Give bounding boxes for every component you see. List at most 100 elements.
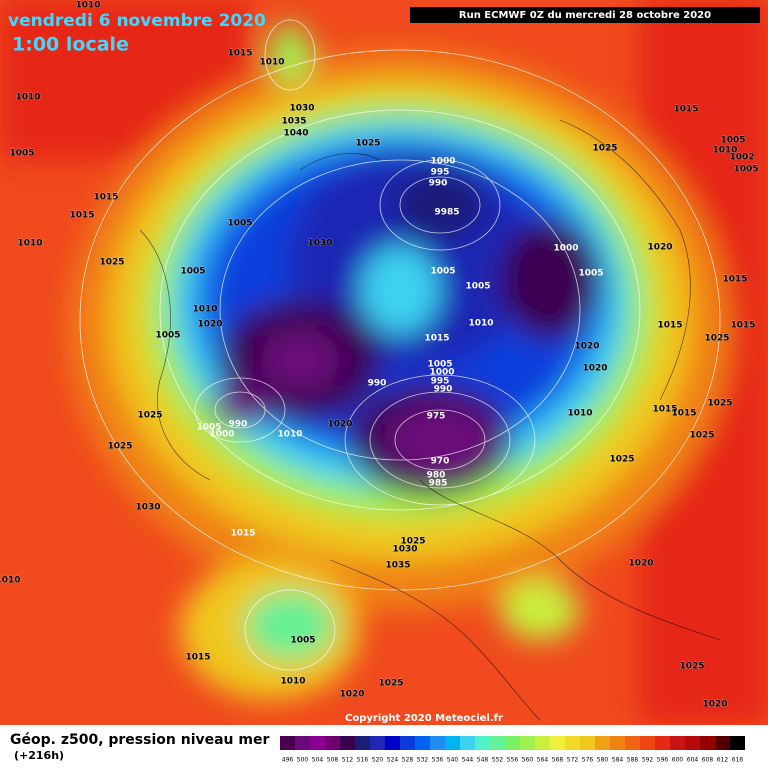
scale-label: 520 bbox=[372, 757, 384, 764]
coastlines bbox=[139, 119, 721, 721]
height-field bbox=[0, 0, 768, 725]
isobar-label: 1010 bbox=[0, 576, 21, 586]
scale-swatch bbox=[670, 736, 685, 750]
isobar-label: 1020 bbox=[628, 559, 653, 569]
isobar-label: 1020 bbox=[339, 690, 364, 700]
scale-label: 584 bbox=[612, 757, 624, 764]
scale-label: 600 bbox=[672, 757, 684, 764]
scale-label: 588 bbox=[627, 757, 639, 764]
isobar-label: 1020 bbox=[702, 700, 727, 710]
scale-swatch bbox=[415, 736, 430, 750]
scale-swatch bbox=[580, 736, 595, 750]
scale-label: 508 bbox=[327, 757, 339, 764]
footer-title: Géop. z500, pression niveau mer bbox=[10, 732, 269, 748]
isobar-label: 1015 bbox=[227, 49, 252, 59]
color-scale: 496 500 504 508 512 516 520 524 528 532 536 540 544 5… bbox=[280, 736, 745, 764]
scale-swatch bbox=[460, 736, 475, 750]
scale-swatch bbox=[325, 736, 340, 750]
scale-label: 616 bbox=[732, 757, 744, 764]
scale-swatch bbox=[640, 736, 655, 750]
isobar-label: 1020 bbox=[327, 420, 352, 430]
scale-label: 560 bbox=[522, 757, 534, 764]
scale-swatch bbox=[535, 736, 550, 750]
isobar-label: 1020 bbox=[574, 342, 599, 352]
isobar-label: 1035 bbox=[281, 117, 306, 127]
isobar-label: 1030 bbox=[307, 239, 332, 249]
scale-label: 496 bbox=[282, 757, 294, 764]
scale-label: 540 bbox=[447, 757, 459, 764]
isobar-label: 1030 bbox=[289, 104, 314, 114]
isobar-label: 975 bbox=[427, 412, 446, 422]
isobar-label: 1005 bbox=[720, 136, 745, 146]
isobar-label: 1005 bbox=[578, 269, 603, 279]
scale-label: 548 bbox=[477, 757, 489, 764]
isobar-label: 1015 bbox=[671, 409, 696, 419]
isobar-label: 1015 bbox=[673, 105, 698, 115]
isobar-label: 1010 bbox=[259, 58, 284, 68]
footer-lead: (+216h) bbox=[14, 749, 64, 762]
scale-label: 512 bbox=[342, 757, 354, 764]
scale-swatch bbox=[550, 736, 565, 750]
scale-swatch bbox=[385, 736, 400, 750]
scale-swatch bbox=[685, 736, 700, 750]
scale-label: 536 bbox=[432, 757, 444, 764]
scale-swatch bbox=[610, 736, 625, 750]
scale-swatch bbox=[445, 736, 460, 750]
scale-swatch bbox=[475, 736, 490, 750]
isobar-label: 1030 bbox=[135, 503, 160, 513]
isobar-label: 1025 bbox=[704, 334, 729, 344]
isobar-label: 970 bbox=[431, 457, 450, 467]
scale-swatch bbox=[655, 736, 670, 750]
scale-label: 608 bbox=[702, 757, 714, 764]
scale-swatch bbox=[370, 736, 385, 750]
scale-swatch bbox=[310, 736, 325, 750]
scale-label: 568 bbox=[552, 757, 564, 764]
isobar-label: 9985 bbox=[434, 208, 459, 218]
isobar-label: 1010 bbox=[567, 409, 592, 419]
scale-swatch bbox=[700, 736, 715, 750]
isobar-label: 1015 bbox=[69, 211, 94, 221]
isobar-labels: 1010 1015 1010 1010 1030 1035 1040 1005 1025 1000… bbox=[0, 0, 759, 710]
isobar-label: 1040 bbox=[283, 129, 308, 139]
isobar-label: 1035 bbox=[385, 561, 410, 571]
scale-swatch bbox=[400, 736, 415, 750]
scale-swatch bbox=[715, 736, 730, 750]
scale-label: 580 bbox=[597, 757, 609, 764]
run-info: Run ECMWF 0Z du mercredi 28 octobre 2020 bbox=[459, 10, 711, 21]
isobar-label: 1015 bbox=[230, 529, 255, 539]
isobar-label: 995 bbox=[431, 377, 450, 387]
isobar-label: 1025 bbox=[355, 139, 380, 149]
isobar-label: 1010 bbox=[712, 146, 737, 156]
isobar-label: 990 bbox=[368, 379, 387, 389]
isobar-label: 1005 bbox=[227, 219, 252, 229]
isobar-label: 1015 bbox=[730, 321, 755, 331]
isobar-label: 1015 bbox=[185, 653, 210, 663]
isobar-label: 1025 bbox=[107, 442, 132, 452]
scale-label: 516 bbox=[357, 757, 369, 764]
isobar-label: 985 bbox=[429, 479, 448, 489]
isobar-label: 980 bbox=[427, 471, 446, 481]
isobar-label: 1005 bbox=[290, 636, 315, 646]
scale-label: 500 bbox=[297, 757, 309, 764]
scale-label: 544 bbox=[462, 757, 474, 764]
scale-swatch bbox=[565, 736, 580, 750]
scale-swatch bbox=[730, 736, 745, 750]
isobar-label: 1005 bbox=[180, 267, 205, 277]
isobar-label: 1000 bbox=[429, 368, 454, 378]
scale-label: 612 bbox=[717, 757, 729, 764]
isobar-label: 1025 bbox=[592, 144, 617, 154]
isobar-label: 1025 bbox=[137, 411, 162, 421]
scale-label: 604 bbox=[687, 757, 699, 764]
isobar-label: 1005 bbox=[465, 282, 490, 292]
scale-swatch bbox=[625, 736, 640, 750]
isobar-label: 1005 bbox=[196, 423, 221, 433]
isobar-label: 1015 bbox=[424, 334, 449, 344]
scale-swatch bbox=[490, 736, 505, 750]
isobar-label: 1005 bbox=[9, 149, 34, 159]
scale-swatch bbox=[520, 736, 535, 750]
scale-swatch bbox=[340, 736, 355, 750]
scale-swatch bbox=[595, 736, 610, 750]
run-banner bbox=[410, 7, 760, 23]
forecast-time: 1:00 locale bbox=[12, 34, 129, 56]
